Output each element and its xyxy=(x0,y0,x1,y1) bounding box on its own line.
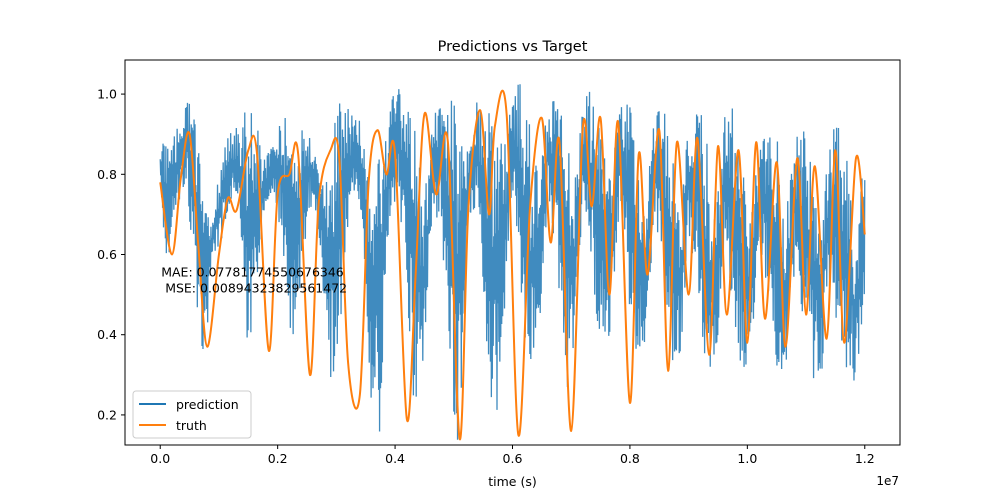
y-tick-label: 0.6 xyxy=(97,247,117,262)
y-axis: 0.2 0.4 0.6 0.8 1.0 xyxy=(97,87,125,422)
y-tick-label: 1.0 xyxy=(97,87,117,102)
legend-prediction-label: prediction xyxy=(176,397,239,412)
y-tick-label: 0.2 xyxy=(97,407,117,422)
mse-annotation: MSE: 0.00894323829561472 xyxy=(161,281,347,296)
truth-series xyxy=(159,89,866,441)
x-tick-label: 1.2 xyxy=(855,451,875,466)
legend: prediction truth xyxy=(132,390,252,439)
x-tick-label: 0.6 xyxy=(503,451,523,466)
chart-title: Predictions vs Target xyxy=(438,39,588,55)
legend-truth-label: truth xyxy=(176,418,207,433)
metrics-annotation: MAE: 0.07781774550676346 MSE: 0.00894323… xyxy=(161,265,347,296)
mae-annotation: MAE: 0.07781774550676346 xyxy=(161,265,344,280)
x-tick-label: 0.0 xyxy=(150,451,170,466)
x-tick-label: 0.2 xyxy=(268,451,288,466)
x-tick-label: 0.8 xyxy=(620,451,640,466)
prediction-line xyxy=(159,84,866,440)
y-tick-label: 0.4 xyxy=(97,327,117,342)
x-tick-label: 0.4 xyxy=(385,451,405,466)
y-tick-label: 0.8 xyxy=(97,167,117,182)
x-axis-label: time (s) xyxy=(488,474,536,489)
x-axis-offset-label: 1e7 xyxy=(876,474,899,488)
truth-line xyxy=(159,89,866,441)
x-tick-label: 1.0 xyxy=(737,451,757,466)
legend-box xyxy=(132,390,252,439)
prediction-series xyxy=(159,84,866,440)
x-axis: 0.0 0.2 0.4 0.6 0.8 1.0 1.2 xyxy=(150,445,875,466)
